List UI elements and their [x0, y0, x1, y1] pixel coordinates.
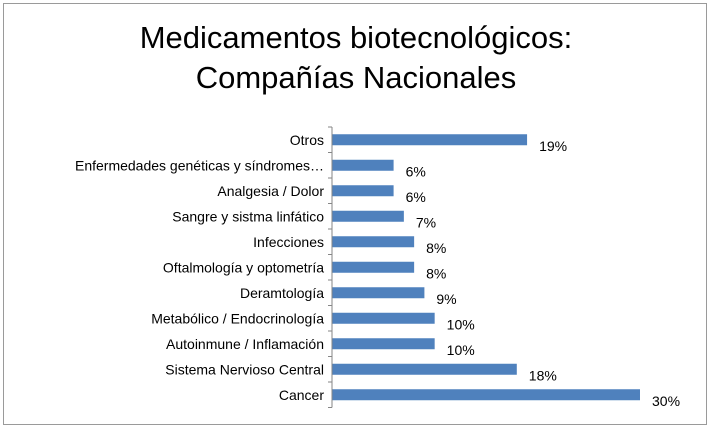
bar-4: [332, 236, 415, 248]
value-label-10: 30%: [652, 393, 680, 409]
bar-8: [332, 338, 435, 350]
category-label-8: Autoinmune / Inflamación: [166, 336, 324, 352]
category-label-4: Infecciones: [253, 234, 324, 250]
category-label-1: Enfermedades genéticas y síndromes…: [75, 157, 324, 173]
value-label-8: 10%: [447, 342, 475, 358]
category-label-5: Oftalmología y optometría: [163, 259, 324, 275]
bar-0: [332, 134, 528, 146]
chart-title-line-2: Compañías Nacionales: [195, 60, 517, 95]
bar-7: [332, 312, 435, 324]
value-label-0: 19%: [539, 138, 567, 154]
value-labels-group: 19% 6% 6% 7% 8% 8% 9% 10% 10% 18% 30%: [406, 138, 680, 409]
bar-9: [332, 363, 517, 375]
value-label-7: 10%: [447, 316, 475, 332]
chart-title-line-1: Medicamentos biotecnológicos:: [139, 20, 573, 55]
category-label-0: Otros: [290, 132, 324, 148]
bar-6: [332, 287, 425, 299]
bar-10: [332, 389, 640, 401]
value-label-6: 9%: [436, 291, 456, 307]
value-label-9: 18%: [529, 367, 557, 383]
bar-1: [332, 159, 394, 171]
bar-2: [332, 185, 394, 197]
category-label-6: Deramtología: [240, 285, 324, 301]
category-label-7: Metabólico / Endocrinología: [151, 310, 324, 326]
axis-ticks-group: [328, 126, 332, 408]
value-label-1: 6%: [406, 163, 426, 179]
bar-5: [332, 261, 415, 273]
category-label-9: Sistema Nervioso Central: [165, 361, 324, 377]
bar-3: [332, 210, 404, 222]
value-label-3: 7%: [416, 214, 436, 230]
category-labels-group: Otros Enfermedades genéticas y síndromes……: [75, 132, 324, 403]
chart-title: Medicamentos biotecnológicos: Compañías …: [0, 18, 712, 98]
value-label-5: 8%: [426, 265, 446, 281]
value-label-4: 8%: [426, 240, 446, 256]
value-label-2: 6%: [406, 189, 426, 205]
category-label-10: Cancer: [279, 387, 324, 403]
category-label-2: Analgesia / Dolor: [217, 183, 324, 199]
category-label-3: Sangre y sistma linfático: [172, 208, 324, 224]
bars-group: [332, 134, 640, 401]
